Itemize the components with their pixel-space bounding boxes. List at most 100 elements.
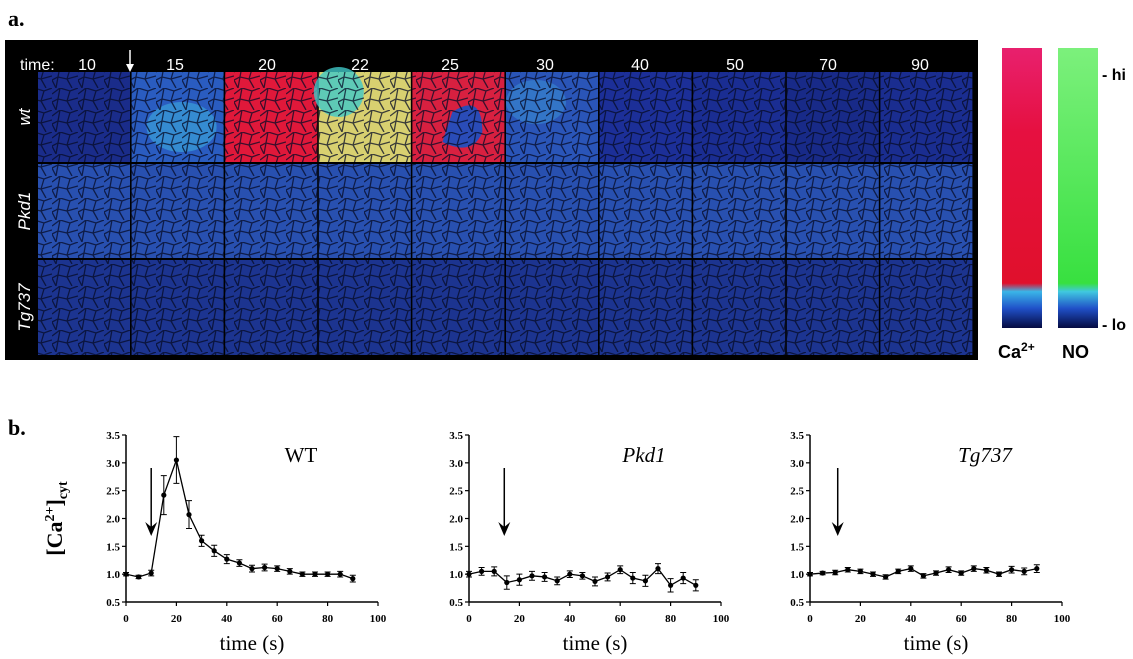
data-point [680, 575, 686, 581]
x-tick-label: 20 [855, 613, 867, 625]
data-point [136, 574, 142, 580]
y-tick-label: 1.5 [449, 541, 463, 553]
data-point [983, 567, 990, 573]
data-point [325, 571, 331, 577]
no-colorbar [1058, 48, 1098, 328]
time-point: 70 [819, 57, 837, 74]
cell-texture [318, 72, 411, 162]
ca-colorbar-label: Ca2+ [998, 340, 1035, 362]
data-point [996, 571, 1002, 577]
data-point [554, 578, 560, 584]
y-tick-label: 2.0 [449, 514, 463, 526]
x-tick-label: 100 [713, 613, 730, 625]
charts: 0.5 1.0 1.5 2.0 2.5 3.0 3.5 0 20 40 60 80 100 time (s… [42, 430, 1071, 655]
x-tick-label: 100 [1054, 613, 1071, 625]
y-tick-label: 1.5 [790, 541, 804, 553]
y-tick-label: 0.5 [106, 597, 120, 609]
data-point [312, 571, 318, 577]
y-tick-label: 1.0 [106, 569, 120, 581]
time-point: 20 [258, 57, 276, 74]
data-point [617, 567, 623, 573]
data-point [211, 548, 217, 554]
data-point [287, 568, 293, 574]
ca-colorbar [1002, 48, 1042, 328]
y-tick-label: 0.5 [790, 597, 804, 609]
time-point: 22 [351, 57, 369, 74]
cell-texture [880, 260, 973, 355]
data-point [504, 579, 510, 586]
data-point [186, 512, 192, 518]
x-tick-label: 0 [807, 613, 813, 625]
colorbar-lo: - lo [1102, 317, 1126, 334]
ca-superscript: 2+ [1021, 340, 1035, 354]
y-axis-title: [Ca2+]cyt [42, 481, 71, 556]
data-point [958, 570, 964, 576]
data-point [236, 560, 242, 566]
data-point [895, 568, 901, 574]
data-point [199, 538, 205, 544]
stimulus-arrow [126, 50, 134, 72]
x-axis-title: time (s) [904, 631, 969, 655]
data-point [299, 571, 305, 577]
data-point [1034, 566, 1040, 572]
y-tick-label: 1.0 [790, 569, 804, 581]
data-point [642, 578, 649, 584]
ca-text: Ca [998, 342, 1022, 362]
data-point [592, 578, 598, 585]
cell-texture [506, 260, 598, 355]
cell-texture [506, 72, 598, 162]
cell-texture [225, 164, 318, 258]
y-tick-label: 2.5 [106, 486, 120, 498]
data-point [1009, 567, 1015, 573]
cell-texture [786, 164, 879, 258]
cell-texture [412, 72, 505, 162]
data-point [668, 582, 674, 588]
chart-annotation: Tg737 [958, 443, 1013, 467]
data-point [274, 566, 280, 572]
time-point: 40 [631, 57, 649, 74]
data-point [249, 566, 255, 572]
data-point [693, 582, 699, 588]
time-point: 30 [536, 57, 554, 74]
arrow-head [831, 522, 844, 536]
data-point [820, 570, 826, 576]
data-point [529, 573, 535, 579]
time-point: 50 [726, 57, 744, 74]
x-tick-label: 40 [564, 613, 576, 625]
x-axis-title: time (s) [563, 631, 628, 655]
y-tick-label: 0.5 [449, 597, 463, 609]
cell-texture [412, 164, 505, 258]
cell-texture [693, 164, 786, 258]
y-tick-label: 2.0 [106, 514, 120, 526]
x-tick-label: 80 [322, 613, 334, 625]
no-colorbar-label: NO [1062, 342, 1089, 362]
arrow-head [145, 522, 158, 536]
chart-annotation: WT [285, 443, 318, 467]
x-tick-label: 0 [466, 613, 472, 625]
x-tick-label: 0 [123, 613, 129, 625]
data-point [857, 568, 864, 574]
time-point: 15 [166, 57, 184, 74]
cell-texture [599, 164, 692, 258]
cell-texture [880, 72, 973, 162]
data-point [807, 571, 813, 577]
panel-label: a. [8, 6, 25, 31]
data-point [920, 573, 927, 579]
data-point [479, 568, 485, 574]
x-tick-label: 60 [615, 613, 627, 625]
y-tick-label: 2.5 [449, 486, 463, 498]
time-label: time: [20, 57, 55, 74]
y-axis-title-part: cyt [56, 481, 71, 499]
row-label: wt [15, 107, 34, 125]
data-point [883, 574, 889, 580]
data-point [350, 576, 356, 582]
cell-texture [506, 164, 598, 258]
data-point [262, 564, 268, 571]
cell-texture [786, 260, 879, 355]
row-label: Tg737 [15, 283, 34, 332]
data-point [579, 573, 586, 579]
data-point [933, 570, 939, 576]
y-tick-label: 3.0 [106, 458, 120, 470]
cell-texture [131, 260, 224, 355]
x-tick-label: 100 [370, 613, 387, 625]
